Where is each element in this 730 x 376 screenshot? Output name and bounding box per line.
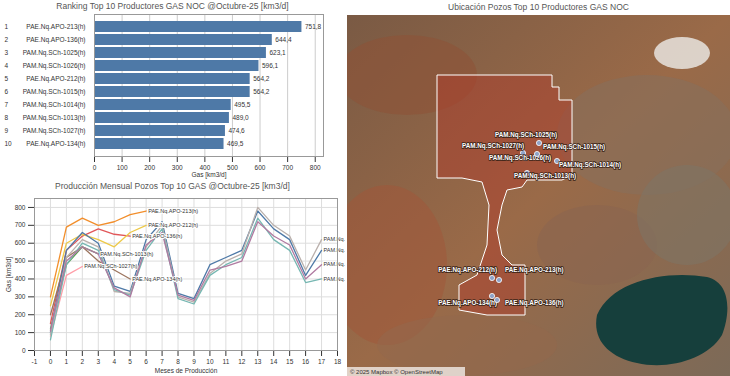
svg-text:PAM.Nq.SCh-1027(h): PAM.Nq.SCh-1027(h) <box>23 127 86 135</box>
svg-text:16: 16 <box>302 358 310 365</box>
svg-text:5: 5 <box>5 75 9 82</box>
svg-text:17: 17 <box>318 358 326 365</box>
svg-text:PAM.Nq.SCh-1014(h): PAM.Nq.SCh-1014(h) <box>559 161 621 169</box>
svg-text:© 2025 Mapbox © OpenStreetMap: © 2025 Mapbox © OpenStreetMap <box>350 369 443 375</box>
svg-text:751,8: 751,8 <box>305 23 322 30</box>
svg-text:800: 800 <box>310 164 321 171</box>
svg-text:3: 3 <box>5 49 9 56</box>
svg-text:474,6: 474,6 <box>228 127 245 134</box>
svg-text:300: 300 <box>172 164 183 171</box>
svg-text:9: 9 <box>5 127 9 134</box>
svg-text:PAM.Nq.SCh-1013(h): PAM.Nq.SCh-1013(h) <box>23 114 86 122</box>
svg-text:1: 1 <box>65 358 69 365</box>
svg-text:PAE.Nq.APO-212(h): PAE.Nq.APO-212(h) <box>148 222 198 228</box>
svg-text:469,5: 469,5 <box>227 140 244 147</box>
svg-text:PAM.Nq.SCh-1027(h): PAM.Nq.SCh-1027(h) <box>84 263 137 269</box>
svg-text:PAM.Nq.SCh-1013(h): PAM.Nq.SCh-1013(h) <box>100 251 153 257</box>
svg-text:-1: -1 <box>32 358 38 365</box>
svg-text:Gas [km3/d]: Gas [km3/d] <box>5 257 13 292</box>
svg-text:PAM.Nq.SCh-1026(h): PAM.Nq.SCh-1026(h) <box>23 62 86 70</box>
svg-text:1: 1 <box>5 23 9 30</box>
svg-text:14: 14 <box>270 358 278 365</box>
svg-text:13: 13 <box>254 358 262 365</box>
svg-text:PAM.Nq.SCh-1027(h): PAM.Nq.SCh-1027(h) <box>462 142 524 150</box>
svg-text:PAE.Nq.APO-213(h): PAE.Nq.APO-213(h) <box>505 266 564 274</box>
svg-text:5: 5 <box>128 358 132 365</box>
svg-text:15: 15 <box>286 358 294 365</box>
svg-text:6: 6 <box>144 358 148 365</box>
svg-text:400: 400 <box>199 164 211 172</box>
svg-text:400: 400 <box>15 275 26 282</box>
svg-text:600: 600 <box>15 239 26 246</box>
svg-text:7: 7 <box>160 358 164 365</box>
svg-text:2: 2 <box>5 36 9 43</box>
svg-text:600: 600 <box>255 164 266 171</box>
svg-text:564,2: 564,2 <box>253 75 270 82</box>
html-text:Producción Mensual Pozos Top 1: Producción Mensual Pozos Top 10 GAS @Oct… <box>55 181 290 191</box>
svg-text:623,1: 623,1 <box>269 49 286 56</box>
svg-text:PAM.Nq.SCh-1013(h): PAM.Nq.SCh-1013(h) <box>514 172 576 180</box>
svg-text:PAM.Nq.SCh-1015(h): PAM.Nq.SCh-1015(h) <box>324 276 345 282</box>
svg-text:PAM.Nq.SCh-1014(h): PAM.Nq.SCh-1014(h) <box>23 101 86 109</box>
svg-text:PAM.Nq.SCh-1015(h): PAM.Nq.SCh-1015(h) <box>23 88 86 96</box>
svg-text:489,0: 489,0 <box>232 114 249 121</box>
svg-text:300: 300 <box>15 293 26 300</box>
svg-text:700: 700 <box>282 164 293 171</box>
svg-text:4: 4 <box>112 358 116 365</box>
svg-text:Gas [km3/d]: Gas [km3/d] <box>191 171 226 179</box>
svg-text:8: 8 <box>176 358 180 365</box>
svg-text:200: 200 <box>144 164 155 171</box>
svg-text:12: 12 <box>238 358 246 365</box>
svg-text:100: 100 <box>117 164 128 171</box>
svg-text:644,4: 644,4 <box>275 36 292 43</box>
svg-text:0: 0 <box>93 164 97 171</box>
svg-text:PAE.Nq.APO-136(h): PAE.Nq.APO-136(h) <box>132 233 182 239</box>
html-text:Ubicación Pozos Top 10 Product: Ubicación Pozos Top 10 Productores GAS N… <box>448 2 629 12</box>
svg-text:PAE.Nq.APO-136(h): PAE.Nq.APO-136(h) <box>505 299 564 307</box>
svg-text:PAE.Nq.APO-134(h): PAE.Nq.APO-134(h) <box>26 140 85 148</box>
svg-text:500: 500 <box>227 164 238 171</box>
svg-text:PAM.Nq.SCh-1014(h): PAM.Nq.SCh-1014(h) <box>324 261 345 267</box>
svg-text:PAM.Nq.SCh-1026(h): PAM.Nq.SCh-1026(h) <box>489 154 551 162</box>
svg-text:PAM.Nq.SCh-1025(h): PAM.Nq.SCh-1025(h) <box>324 247 345 253</box>
svg-text:564,2: 564,2 <box>253 88 270 95</box>
svg-text:PAE.Nq.APO-136(h): PAE.Nq.APO-136(h) <box>26 36 85 44</box>
svg-text:4: 4 <box>5 62 9 69</box>
svg-text:3: 3 <box>96 358 100 365</box>
svg-text:0: 0 <box>22 347 26 354</box>
svg-text:PAM.Nq.SCh-1015(h): PAM.Nq.SCh-1015(h) <box>543 143 605 151</box>
svg-text:18: 18 <box>334 358 342 365</box>
svg-text:596,1: 596,1 <box>262 62 279 69</box>
svg-text:6: 6 <box>5 88 9 95</box>
svg-text:PAM.Nq.SCh-1025(h): PAM.Nq.SCh-1025(h) <box>23 49 86 57</box>
svg-text:11: 11 <box>222 358 229 365</box>
html-text:Ranking Top 10 Productores GAS: Ranking Top 10 Productores GAS NOC @Octu… <box>56 1 289 11</box>
svg-text:PAE.Nq.APO-134(h): PAE.Nq.APO-134(h) <box>132 276 182 282</box>
svg-text:PAE.Nq.APO-212(h): PAE.Nq.APO-212(h) <box>438 266 497 274</box>
svg-text:2: 2 <box>81 358 85 365</box>
svg-text:PAE.Nq.APO-213(h): PAE.Nq.APO-213(h) <box>26 23 85 31</box>
svg-text:PAE.Nq.APO-134(h): PAE.Nq.APO-134(h) <box>438 299 497 307</box>
svg-text:PAM.Nq.SCh-1026(h): PAM.Nq.SCh-1026(h) <box>324 236 345 242</box>
svg-text:PAE.Nq.APO-212(h): PAE.Nq.APO-212(h) <box>26 75 85 83</box>
svg-text:8: 8 <box>5 114 9 121</box>
svg-text:700: 700 <box>15 221 26 228</box>
svg-text:495,5: 495,5 <box>234 101 251 108</box>
svg-text:PAM.Nq.SCh-1025(h): PAM.Nq.SCh-1025(h) <box>495 131 557 139</box>
svg-text:10: 10 <box>206 358 214 365</box>
svg-text:7: 7 <box>5 101 9 108</box>
svg-text:9: 9 <box>192 358 196 365</box>
svg-text:Meses de Producción: Meses de Producción <box>155 367 218 374</box>
svg-text:100: 100 <box>15 329 26 336</box>
svg-text:0: 0 <box>49 358 53 365</box>
svg-text:10: 10 <box>5 140 13 147</box>
svg-text:PAE.Nq.APO-213(h): PAE.Nq.APO-213(h) <box>148 208 198 214</box>
svg-text:500: 500 <box>15 257 26 264</box>
svg-text:200: 200 <box>15 311 26 318</box>
svg-text:800: 800 <box>15 204 26 211</box>
